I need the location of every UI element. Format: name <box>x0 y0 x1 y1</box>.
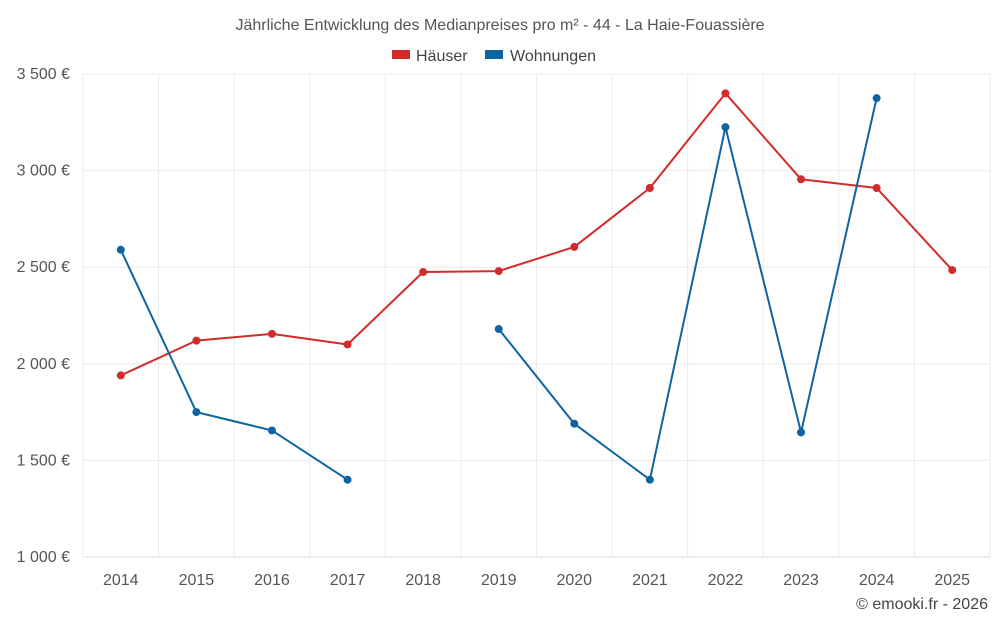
legend-label-wohnungen: Wohnungen <box>510 48 596 65</box>
data-point-haeuser[interactable] <box>494 267 503 276</box>
data-point-wohnungen[interactable] <box>267 426 276 435</box>
series-line-haeuser <box>120 92 953 377</box>
data-point-haeuser[interactable] <box>419 268 428 277</box>
x-tick-label: 2017 <box>330 572 366 589</box>
y-tick-label: 2 000 € <box>17 356 70 373</box>
legend: Häuser Wohnungen <box>392 48 596 65</box>
data-point-wohnungen[interactable] <box>645 475 654 484</box>
data-point-haeuser[interactable] <box>797 175 806 184</box>
legend-swatch-haeuser <box>392 50 410 59</box>
data-point-wohnungen[interactable] <box>116 245 125 254</box>
data-point-wohnungen[interactable] <box>343 475 352 484</box>
data-point-haeuser[interactable] <box>721 89 730 98</box>
x-tick-label: 2019 <box>481 572 517 589</box>
y-tick-label: 3 000 € <box>17 163 70 180</box>
x-axis: 2014 2015 2016 2017 2018 2019 2020 2021 2022 2023… <box>83 556 990 589</box>
legend-label-haeuser: Häuser <box>416 48 468 65</box>
grid <box>82 73 991 558</box>
x-tick-label: 2020 <box>556 572 592 589</box>
data-point-haeuser[interactable] <box>570 242 579 251</box>
x-tick-label: 2024 <box>859 572 895 589</box>
x-tick-label: 2021 <box>632 572 668 589</box>
x-tick-label: 2016 <box>254 572 290 589</box>
legend-item-wohnungen[interactable]: Wohnungen <box>485 48 596 65</box>
legend-swatch-wohnungen <box>485 50 503 59</box>
y-tick-label: 2 500 € <box>17 259 70 276</box>
y-axis: 1 000 € 1 500 € 2 000 € 2 500 € 3 000 € 3 500… <box>17 66 70 566</box>
series-haeuser <box>116 89 957 380</box>
data-point-haeuser[interactable] <box>116 371 125 380</box>
plot-area <box>116 89 957 484</box>
data-point-haeuser[interactable] <box>267 329 276 338</box>
legend-item-haeuser[interactable]: Häuser <box>392 48 468 65</box>
y-tick-label: 1 500 € <box>17 452 70 469</box>
series-line-wohnungen <box>119 249 349 481</box>
x-tick-label: 2025 <box>934 572 970 589</box>
chart-title: Jährliche Entwicklung des Medianpreises … <box>235 17 764 34</box>
data-point-haeuser[interactable] <box>192 336 201 345</box>
data-point-wohnungen[interactable] <box>494 325 503 334</box>
x-tick-label: 2022 <box>708 572 744 589</box>
data-point-haeuser[interactable] <box>645 183 654 192</box>
x-tick-label: 2014 <box>103 572 139 589</box>
data-point-haeuser[interactable] <box>948 266 957 275</box>
data-point-wohnungen[interactable] <box>570 419 579 428</box>
series-line-wohnungen <box>497 97 878 481</box>
data-point-wohnungen[interactable] <box>872 94 881 103</box>
credit-text: © emooki.fr - 2026 <box>856 596 988 613</box>
data-point-haeuser[interactable] <box>872 183 881 192</box>
data-point-haeuser[interactable] <box>343 340 352 349</box>
x-tick-label: 2015 <box>179 572 215 589</box>
x-tick-label: 2023 <box>783 572 819 589</box>
data-point-wohnungen[interactable] <box>797 428 806 437</box>
y-tick-label: 3 500 € <box>17 66 70 83</box>
x-tick-label: 2018 <box>405 572 441 589</box>
series-wohnungen <box>116 94 881 484</box>
data-point-wohnungen[interactable] <box>721 123 730 132</box>
y-tick-label: 1 000 € <box>17 549 70 566</box>
data-point-wohnungen[interactable] <box>192 408 201 417</box>
